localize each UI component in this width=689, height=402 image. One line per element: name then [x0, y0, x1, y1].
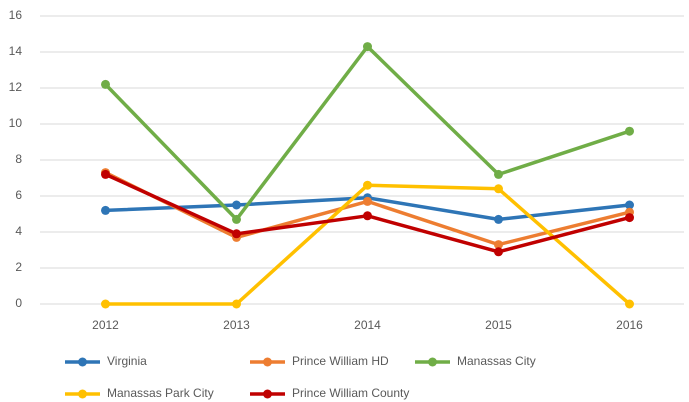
y-tick-label: 10 — [9, 116, 23, 130]
data-point — [494, 169, 503, 179]
data-point — [494, 184, 503, 194]
data-point — [494, 247, 503, 257]
legend-label: Virginia — [107, 354, 147, 368]
data-point — [101, 299, 110, 309]
x-tick-label: 2015 — [485, 318, 512, 332]
x-tick-label: 2014 — [354, 318, 381, 332]
data-point — [363, 196, 372, 206]
data-point — [625, 200, 634, 210]
legend-label: Manassas City — [457, 354, 536, 368]
x-tick-label: 2013 — [223, 318, 250, 332]
y-tick-label: 12 — [9, 80, 23, 94]
y-tick-label: 16 — [9, 8, 23, 22]
data-point — [625, 299, 634, 309]
legend-marker — [78, 389, 87, 399]
legend-marker — [78, 357, 87, 367]
data-point — [101, 169, 110, 179]
data-point — [363, 180, 372, 190]
data-point — [363, 211, 372, 221]
data-point — [232, 214, 241, 224]
data-point — [101, 79, 110, 89]
legend-label: Manassas Park City — [107, 386, 214, 400]
x-tick-label: 2016 — [616, 318, 643, 332]
data-point — [363, 42, 372, 52]
data-point — [494, 214, 503, 224]
data-point — [625, 213, 634, 223]
legend-marker — [428, 357, 437, 367]
y-tick-label: 2 — [15, 260, 22, 274]
legend-marker — [263, 357, 272, 367]
data-point — [494, 240, 503, 250]
data-point — [232, 299, 241, 309]
data-point — [101, 205, 110, 215]
data-point — [232, 229, 241, 239]
legend-marker — [263, 389, 272, 399]
data-point — [625, 126, 634, 136]
legend-label: Prince William HD — [292, 354, 389, 368]
y-tick-label: 4 — [15, 224, 22, 238]
y-tick-label: 6 — [15, 188, 22, 202]
y-tick-label: 14 — [9, 44, 23, 58]
y-tick-label: 0 — [15, 296, 22, 310]
x-tick-label: 2012 — [92, 318, 119, 332]
data-point — [232, 200, 241, 210]
y-tick-label: 8 — [15, 152, 22, 166]
legend-label: Prince William County — [292, 386, 409, 400]
